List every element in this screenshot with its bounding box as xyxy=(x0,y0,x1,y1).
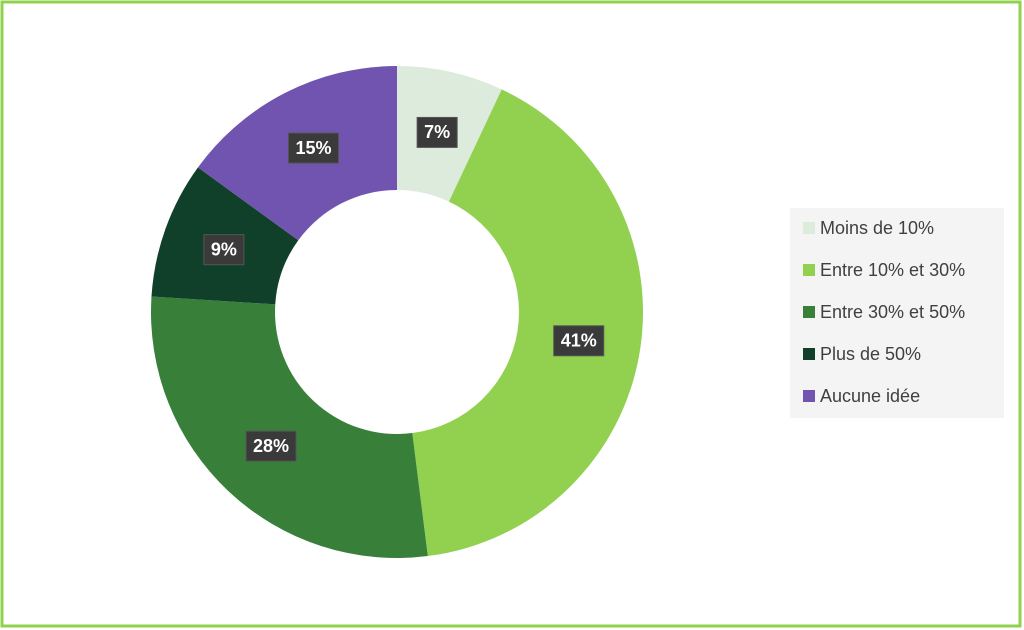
data-label: 28% xyxy=(253,436,289,456)
donut-slice xyxy=(151,296,428,559)
legend-swatch xyxy=(803,390,815,402)
legend-box xyxy=(790,208,1004,418)
label-box xyxy=(416,116,458,148)
legend-label: Entre 10% et 30% xyxy=(820,260,965,280)
legend-swatch xyxy=(803,222,815,234)
legend-swatch xyxy=(803,306,815,318)
data-label: 15% xyxy=(295,138,331,158)
label-box xyxy=(203,234,245,266)
data-label: 7% xyxy=(424,122,450,142)
donut-slice xyxy=(412,89,644,557)
legend-swatch xyxy=(803,264,815,276)
legend-label: Entre 30% et 50% xyxy=(820,302,965,322)
legend-label: Plus de 50% xyxy=(820,344,921,364)
data-label: 41% xyxy=(561,331,597,351)
label-box xyxy=(245,430,297,462)
legend-label: Aucune idée xyxy=(820,386,920,406)
legend-label: Moins de 10% xyxy=(820,218,934,238)
label-box xyxy=(287,132,339,164)
label-box xyxy=(553,325,605,357)
data-label: 9% xyxy=(211,239,237,259)
legend-swatch xyxy=(803,348,815,360)
